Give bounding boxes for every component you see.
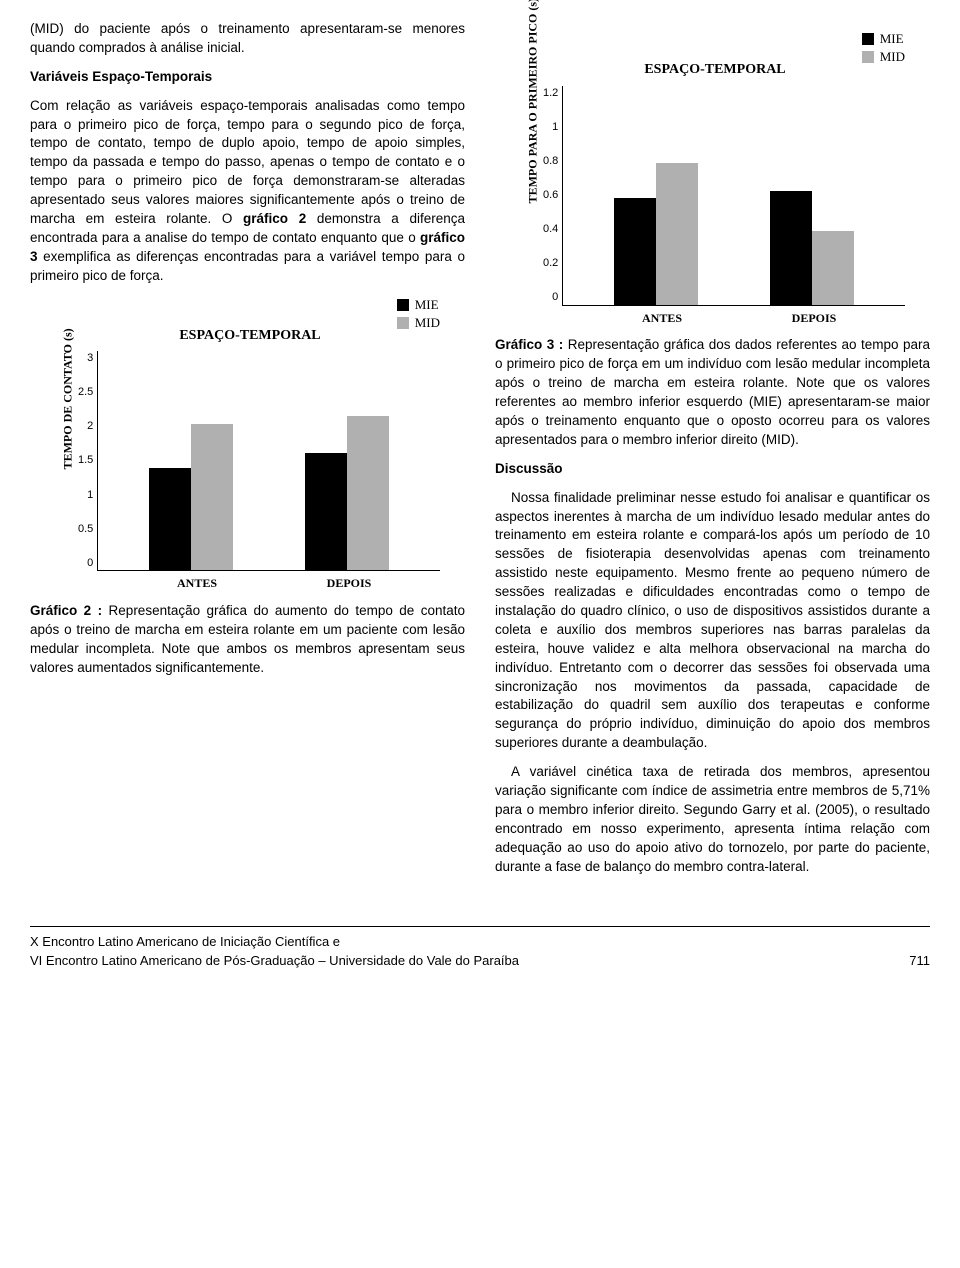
ytick: 0 bbox=[552, 290, 558, 305]
ytick: 1 bbox=[87, 488, 93, 503]
bar-group bbox=[770, 191, 854, 305]
legend-swatch bbox=[862, 51, 874, 63]
chart-2-ylabel: TEMPO DE CONTATO (s) bbox=[60, 453, 77, 469]
chart-3-legend: MIEMID bbox=[862, 30, 905, 66]
ref-grafico-2: gráfico 2 bbox=[243, 211, 306, 226]
bar bbox=[305, 453, 347, 570]
legend-item: MIE bbox=[397, 296, 440, 314]
bar bbox=[191, 424, 233, 571]
chart-2-layout: TEMPO DE CONTATO (s) 3 2.5 2 1.5 1 0.5 0 bbox=[60, 351, 440, 571]
page-number: 711 bbox=[909, 952, 930, 970]
bar-group bbox=[614, 163, 698, 304]
ytick: 0.2 bbox=[543, 256, 558, 271]
xtick: ANTES bbox=[586, 310, 738, 327]
bar-group bbox=[305, 416, 389, 570]
chart-2-xticks: ANTESDEPOIS bbox=[106, 571, 440, 592]
section-heading-variables: Variáveis Espaço-Temporais bbox=[30, 68, 465, 87]
chart-2-legend: MIEMID bbox=[397, 296, 440, 332]
chart-2: MIEMID ESPAÇO-TEMPORAL TEMPO DE CONTATO … bbox=[30, 296, 465, 592]
bar bbox=[347, 416, 389, 570]
paragraph-continuation: (MID) do paciente após o treinamento apr… bbox=[30, 20, 465, 58]
right-column: MIEMID ESPAÇO-TEMPORAL TEMPO PARA O PRIM… bbox=[495, 20, 930, 886]
caption-chart-2: Gráfico 2 : Representação gráfica do aum… bbox=[30, 602, 465, 678]
chart-3-box: MIEMID ESPAÇO-TEMPORAL TEMPO PARA O PRIM… bbox=[525, 30, 905, 326]
legend-label: MIE bbox=[415, 296, 439, 314]
ytick: 3 bbox=[87, 351, 93, 366]
chart-3-title: ESPAÇO-TEMPORAL bbox=[525, 30, 905, 80]
chart-3-ylabel: TEMPO PARA O PRIMEIRO PICO (s) bbox=[525, 188, 542, 204]
ytick: 0 bbox=[87, 556, 93, 571]
xtick: DEPOIS bbox=[273, 575, 425, 592]
footer-line-2: VI Encontro Latino Americano de Pós-Grad… bbox=[30, 952, 519, 970]
paragraph-discussion-1: Nossa finalidade preliminar nesse estudo… bbox=[495, 489, 930, 753]
legend-item: MID bbox=[862, 48, 905, 66]
footer-line-1: X Encontro Latino Americano de Iniciação… bbox=[30, 933, 519, 951]
ytick: 2.5 bbox=[78, 385, 93, 400]
ytick: 1 bbox=[552, 120, 558, 135]
legend-swatch bbox=[397, 317, 409, 329]
bar bbox=[656, 163, 698, 304]
chart-2-yticks: 3 2.5 2 1.5 1 0.5 0 bbox=[78, 351, 97, 571]
xtick: ANTES bbox=[121, 575, 273, 592]
bar bbox=[149, 468, 191, 571]
bar bbox=[812, 231, 854, 304]
chart-3-ylabel-wrap: TEMPO PARA O PRIMEIRO PICO (s) bbox=[525, 86, 541, 306]
legend-swatch bbox=[397, 299, 409, 311]
legend-label: MID bbox=[415, 314, 440, 332]
chart-2-ylabel-wrap: TEMPO DE CONTATO (s) bbox=[60, 351, 76, 571]
caption-chart-3: Gráfico 3 : Representação gráfica dos da… bbox=[495, 336, 930, 449]
caption-2-lead: Gráfico 2 : bbox=[30, 603, 102, 618]
section-heading-discussion: Discussão bbox=[495, 460, 930, 479]
chart-3-yticks: 1.2 1 0.8 0.6 0.4 0.2 0 bbox=[543, 86, 562, 306]
page-footer: X Encontro Latino Americano de Iniciação… bbox=[30, 926, 930, 969]
legend-label: MIE bbox=[880, 30, 904, 48]
chart-3-layout: TEMPO PARA O PRIMEIRO PICO (s) 1.2 1 0.8 0.… bbox=[525, 86, 905, 306]
ytick: 0.5 bbox=[78, 522, 93, 537]
chart-3-plot bbox=[562, 86, 905, 306]
caption-3-lead: Gráfico 3 : bbox=[495, 337, 563, 352]
chart-2-box: MIEMID ESPAÇO-TEMPORAL TEMPO DE CONTATO … bbox=[60, 296, 440, 592]
legend-item: MID bbox=[397, 314, 440, 332]
caption-3-text: Representação gráfica dos dados referent… bbox=[495, 337, 930, 446]
bar bbox=[614, 198, 656, 304]
para-span: Com relação as variáveis espaço-temporai… bbox=[30, 98, 465, 226]
chart-2-title: ESPAÇO-TEMPORAL bbox=[60, 296, 440, 346]
ytick: 0.8 bbox=[543, 154, 558, 169]
left-column: (MID) do paciente após o treinamento apr… bbox=[30, 20, 465, 886]
ytick: 0.4 bbox=[543, 222, 558, 237]
chart-3: MIEMID ESPAÇO-TEMPORAL TEMPO PARA O PRIM… bbox=[495, 30, 930, 326]
para-span: exemplifica as diferenças encontradas pa… bbox=[30, 249, 465, 283]
page: (MID) do paciente após o treinamento apr… bbox=[30, 20, 930, 886]
chart-3-xticks: ANTESDEPOIS bbox=[571, 306, 905, 327]
legend-item: MIE bbox=[862, 30, 905, 48]
ytick: 1.2 bbox=[543, 86, 558, 101]
paragraph-variables: Com relação as variáveis espaço-temporai… bbox=[30, 97, 465, 286]
xtick: DEPOIS bbox=[738, 310, 890, 327]
legend-label: MID bbox=[880, 48, 905, 66]
bar bbox=[770, 191, 812, 305]
footer-text: X Encontro Latino Americano de Iniciação… bbox=[30, 933, 519, 969]
bar-group bbox=[149, 424, 233, 571]
chart-2-plot bbox=[97, 351, 440, 571]
paragraph-discussion-2: A variável cinética taxa de retirada dos… bbox=[495, 763, 930, 876]
ytick: 0.6 bbox=[543, 188, 558, 203]
ytick: 2 bbox=[87, 419, 93, 434]
ytick: 1.5 bbox=[78, 453, 93, 468]
legend-swatch bbox=[862, 33, 874, 45]
